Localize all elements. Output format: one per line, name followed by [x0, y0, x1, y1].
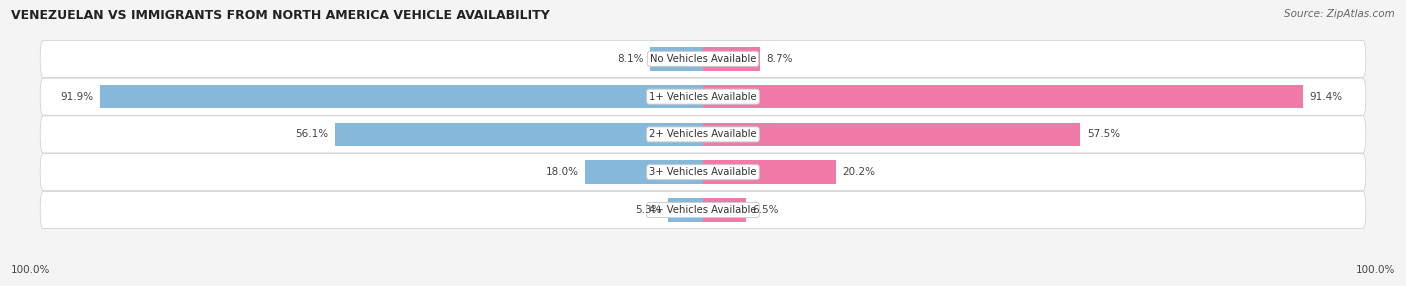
FancyBboxPatch shape: [41, 116, 1365, 153]
Text: 57.5%: 57.5%: [1087, 130, 1121, 139]
Text: 3+ Vehicles Available: 3+ Vehicles Available: [650, 167, 756, 177]
Bar: [703, 160, 835, 184]
Bar: [650, 47, 703, 71]
FancyBboxPatch shape: [41, 154, 1365, 191]
Bar: [703, 123, 1080, 146]
Text: 2+ Vehicles Available: 2+ Vehicles Available: [650, 130, 756, 139]
Text: 56.1%: 56.1%: [295, 130, 329, 139]
FancyBboxPatch shape: [41, 40, 1365, 78]
Text: 100.0%: 100.0%: [11, 265, 51, 275]
Text: 91.4%: 91.4%: [1309, 92, 1343, 102]
Text: 8.7%: 8.7%: [766, 54, 793, 64]
Bar: [335, 123, 703, 146]
Bar: [668, 198, 703, 222]
Bar: [100, 85, 703, 108]
Text: Source: ZipAtlas.com: Source: ZipAtlas.com: [1284, 9, 1395, 19]
Text: 8.1%: 8.1%: [617, 54, 644, 64]
Text: 18.0%: 18.0%: [546, 167, 578, 177]
Text: VENEZUELAN VS IMMIGRANTS FROM NORTH AMERICA VEHICLE AVAILABILITY: VENEZUELAN VS IMMIGRANTS FROM NORTH AMER…: [11, 9, 550, 21]
Text: 20.2%: 20.2%: [842, 167, 875, 177]
Text: No Vehicles Available: No Vehicles Available: [650, 54, 756, 64]
Bar: [585, 160, 703, 184]
Text: 91.9%: 91.9%: [60, 92, 93, 102]
Bar: [703, 85, 1303, 108]
Text: 100.0%: 100.0%: [1355, 265, 1395, 275]
Text: 4+ Vehicles Available: 4+ Vehicles Available: [650, 205, 756, 215]
Bar: [703, 47, 761, 71]
Bar: [703, 198, 745, 222]
FancyBboxPatch shape: [41, 191, 1365, 229]
Text: 5.3%: 5.3%: [636, 205, 662, 215]
Text: 6.5%: 6.5%: [752, 205, 779, 215]
FancyBboxPatch shape: [41, 78, 1365, 115]
Text: 1+ Vehicles Available: 1+ Vehicles Available: [650, 92, 756, 102]
